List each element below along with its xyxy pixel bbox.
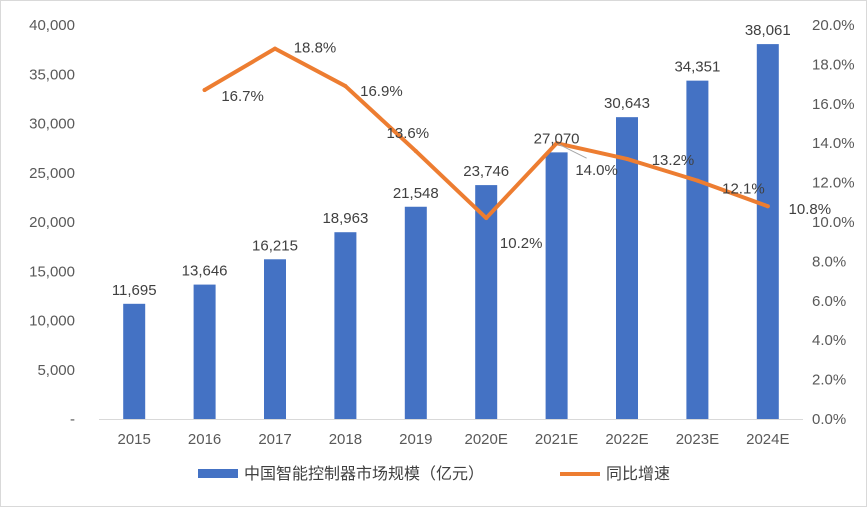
x-tick-label: 2019 [399, 431, 432, 448]
growth-value-label: 10.8% [789, 201, 832, 218]
y-left-tick-label: 35,000 [29, 66, 75, 83]
bar [193, 284, 216, 419]
growth-value-label: 13.2% [652, 152, 695, 169]
legend-bar-swatch [198, 469, 238, 478]
growth-point [554, 141, 559, 146]
growth-point [765, 204, 770, 209]
y-left-tick-label: 25,000 [29, 165, 75, 182]
bar-value-label: 13,646 [182, 263, 228, 280]
bar-value-label: 27,070 [534, 130, 580, 147]
bar-value-label: 30,643 [604, 95, 650, 112]
x-tick-label: 2024E [746, 431, 789, 448]
bar-value-label: 18,963 [322, 210, 368, 227]
x-tick-label: 2015 [118, 431, 151, 448]
growth-value-label: 18.8% [294, 40, 337, 57]
growth-point [202, 88, 207, 93]
y-left-tick-label: 20,000 [29, 214, 75, 231]
bar [756, 44, 779, 419]
bar [616, 117, 638, 420]
growth-value-label: 16.7% [221, 88, 264, 105]
x-tick-label: 2017 [258, 431, 291, 448]
growth-point [413, 149, 418, 154]
y-left-tick-label: 10,000 [29, 313, 75, 330]
bar-value-label: 38,061 [745, 22, 791, 39]
growth-point [484, 216, 489, 221]
y-left-tick-label: 40,000 [29, 17, 75, 34]
x-tick-label: 2020E [465, 431, 508, 448]
bar [334, 232, 357, 419]
y-left-tick-label: - [70, 411, 75, 428]
y-left-tick-label: 5,000 [37, 362, 75, 379]
bar [264, 259, 286, 419]
growth-point [273, 46, 277, 51]
growth-value-label: 16.9% [360, 83, 403, 100]
y-right-tick-label: 16.0% [812, 96, 855, 113]
growth-point [625, 156, 629, 161]
y-right-tick-label: 6.0% [812, 293, 846, 310]
bar [545, 152, 568, 419]
growth-point [343, 84, 348, 89]
y-right-tick-label: 4.0% [812, 332, 846, 349]
y-right-tick-label: 10.0% [812, 214, 855, 231]
growth-point [695, 178, 700, 183]
legend-bar-label: 中国智能控制器市场规模（亿元） [244, 464, 484, 483]
bar [123, 303, 146, 419]
bar-value-label: 34,351 [674, 59, 720, 76]
y-right-tick-label: 12.0% [812, 175, 855, 192]
y-left-tick-label: 15,000 [29, 263, 75, 280]
growth-value-label: 12.1% [722, 181, 765, 198]
y-right-tick-label: 20.0% [812, 17, 855, 34]
y-right-tick-label: 0.0% [812, 411, 846, 428]
axis-layer: - 5,000 10,000 15,000 20,000 25,000 30,000 35,0… [29, 17, 854, 448]
line-layer [202, 46, 770, 221]
leader-line [558, 143, 587, 159]
bar-value-label: 23,746 [463, 163, 509, 180]
y-right-tick-label: 14.0% [812, 135, 855, 152]
x-tick-label: 2021E [535, 431, 578, 448]
legend: 中国智能控制器市场规模（亿元） 同比增速 [198, 464, 670, 483]
legend-line-label: 同比增速 [606, 464, 670, 483]
labels-layer: 11,695 13,646 16,215 18,963 21,548 23,746 27,0… [112, 22, 831, 299]
bar [475, 185, 498, 419]
y-left-tick-label: 30,000 [29, 116, 75, 133]
y-right-tick-label: 2.0% [812, 372, 846, 389]
x-tick-label: 2023E [676, 431, 719, 448]
bar [686, 80, 709, 420]
bar-value-label: 16,215 [252, 237, 298, 254]
x-tick-label: 2018 [329, 431, 362, 448]
growth-value-label: 13.6% [387, 125, 430, 142]
bar-value-label: 21,548 [393, 185, 439, 202]
y-right-tick-label: 18.0% [812, 56, 855, 73]
y-right-tick-label: 8.0% [812, 253, 846, 270]
x-tick-label: 2016 [188, 431, 221, 448]
bar [404, 206, 427, 419]
bar-value-label: 11,695 [112, 282, 157, 299]
growth-value-label: 10.2% [500, 235, 543, 252]
bars-layer [123, 44, 779, 420]
growth-value-label: 14.0% [575, 162, 618, 179]
x-tick-label: 2022E [605, 431, 648, 448]
